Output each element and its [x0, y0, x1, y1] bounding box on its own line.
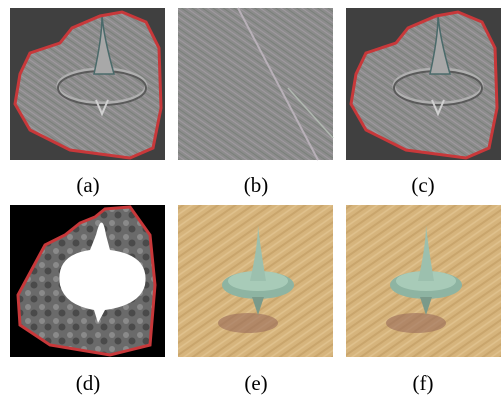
caption: (f): [413, 371, 434, 395]
panel-c-image: [346, 8, 501, 160]
caption: (d): [76, 371, 101, 395]
caption: (c): [411, 173, 434, 197]
panel-d-image: [10, 205, 165, 357]
caption: (a): [76, 173, 99, 197]
panel-e-image: [178, 205, 333, 357]
caption: (b): [244, 173, 269, 197]
panel-f-image: [346, 205, 501, 357]
panel-b-image: [178, 7, 334, 161]
panel-a-image: [10, 8, 165, 160]
caption: (e): [244, 371, 267, 395]
